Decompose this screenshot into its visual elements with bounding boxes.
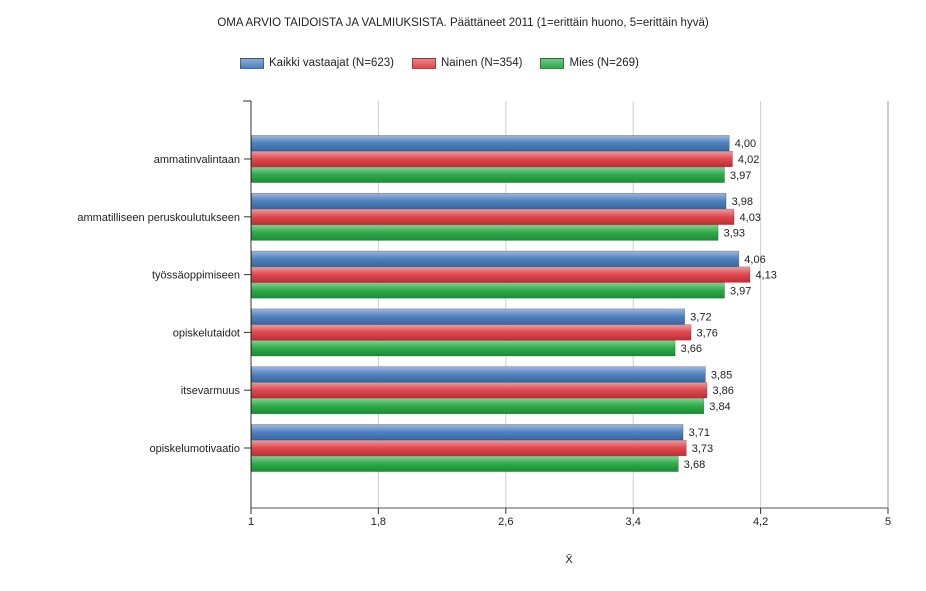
- category-label: työssäoppimiseen: [152, 270, 240, 282]
- value-label: 3,71: [689, 427, 710, 439]
- bar: [251, 250, 740, 267]
- value-label: 3,97: [730, 170, 751, 182]
- bar: [251, 455, 679, 472]
- bar: [251, 166, 725, 183]
- chart-title: OMA ARVIO TAIDOISTA JA VALMIUKSISTA. Pää…: [217, 17, 709, 29]
- legend-label: Nainen (N=354): [440, 57, 523, 69]
- value-label: 4,02: [738, 154, 759, 166]
- category-label: ammatinvalintaan: [154, 154, 240, 166]
- x-tick-label: 1,8: [371, 516, 386, 528]
- x-tick-label: 3,4: [626, 516, 641, 528]
- value-label: 3,68: [684, 459, 705, 471]
- bar: [251, 150, 733, 168]
- value-label: 3,73: [692, 443, 713, 455]
- legend-swatch: [411, 57, 436, 69]
- legend-item: Nainen (N=354): [411, 57, 523, 69]
- x-tick-label: 2,6: [498, 516, 513, 528]
- legend: Kaikki vastaajat (N=623) Nainen (N=354) Mi…: [240, 55, 657, 71]
- legend-label: Kaikki vastaajat (N=623): [269, 57, 394, 69]
- x-tick-label: 5: [885, 516, 891, 528]
- bar: [251, 340, 676, 357]
- value-label: 3,93: [724, 228, 745, 240]
- value-label: 3,72: [690, 312, 711, 324]
- value-label: 3,98: [732, 196, 753, 208]
- x-axis-label: X̄: [565, 553, 573, 566]
- value-label: 3,84: [709, 401, 730, 413]
- legend-swatch: [240, 57, 264, 69]
- category-label: ammatilliseen peruskoulutukseen: [77, 212, 240, 224]
- legend-label: Mies (N=269): [569, 57, 639, 69]
- value-label: 4,03: [740, 212, 761, 224]
- bar: [251, 366, 706, 383]
- value-label: 3,97: [730, 285, 751, 297]
- value-label: 3,66: [681, 343, 702, 355]
- legend-item: Kaikki vastaajat (N=623): [240, 57, 394, 69]
- x-tick-label: 4,2: [753, 516, 768, 528]
- bar: [251, 266, 751, 283]
- legend-swatch: [540, 57, 565, 69]
- value-label: 4,00: [735, 138, 756, 150]
- category-label: opiskelutaidot: [173, 327, 240, 339]
- value-label: 3,76: [697, 327, 718, 339]
- bar: [251, 135, 730, 152]
- bar: [251, 224, 719, 241]
- bar: [251, 382, 708, 399]
- bar: [251, 324, 692, 341]
- x-tick-label: 1: [248, 516, 254, 528]
- bar: [251, 208, 735, 225]
- value-label: 4,06: [744, 254, 765, 266]
- bar: [251, 308, 685, 325]
- value-label: 3,86: [712, 385, 733, 397]
- bar: [251, 282, 725, 299]
- bar: [251, 424, 684, 441]
- bar: [251, 397, 705, 415]
- value-label: 3,85: [711, 369, 732, 381]
- bar: [251, 192, 727, 210]
- category-label: opiskelumotivaatio: [150, 443, 241, 455]
- value-label: 4,13: [755, 270, 776, 282]
- bar: [251, 439, 687, 457]
- legend-item: Mies (N=269): [540, 57, 639, 69]
- category-label: itsevarmuus: [181, 385, 241, 397]
